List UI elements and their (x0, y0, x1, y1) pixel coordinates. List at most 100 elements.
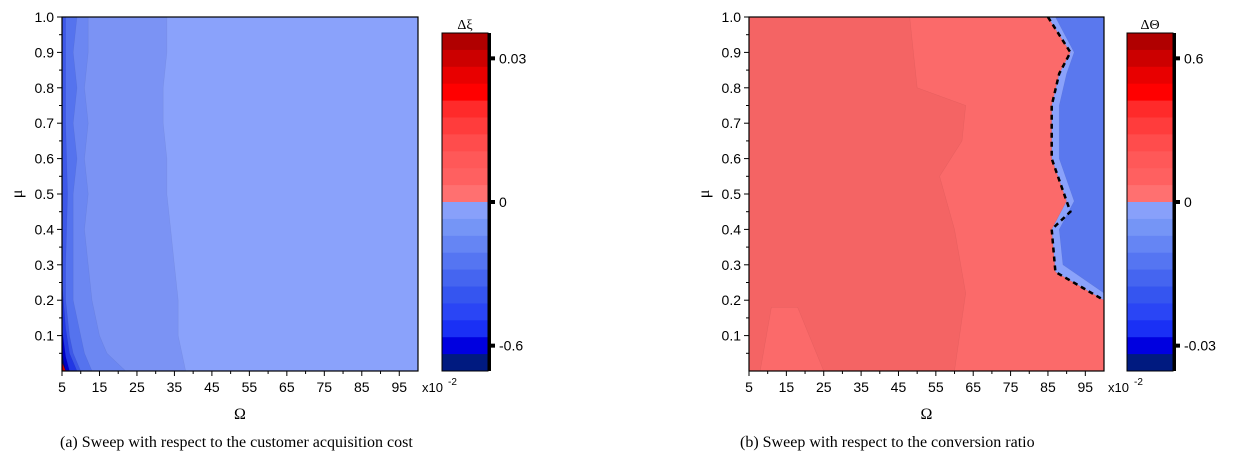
x-tick-label: 45 (891, 379, 907, 395)
contour-region-2 (62, 17, 93, 371)
contour-region-0 (62, 17, 187, 371)
y-tick-label: 0.9 (722, 44, 742, 60)
colorbar-segment (442, 151, 488, 169)
x-tick-label: 25 (129, 379, 145, 395)
colorbar-segment (442, 117, 488, 135)
colorbar-segment (442, 269, 488, 287)
x-tick-label: 35 (167, 379, 183, 395)
x-tick-label: 55 (928, 379, 944, 395)
colorbar-segment (1127, 83, 1173, 102)
colorbar-title: ΔΘ (1140, 18, 1159, 33)
colorbar-segment (1127, 286, 1173, 304)
x-multiplier-base: x10 (422, 380, 443, 395)
caption-b: (b) Sweep with respect to the conversion… (740, 434, 1035, 451)
y-tick-label: 1.0 (35, 9, 55, 25)
colorbar-segment (442, 134, 488, 152)
colorbar-tick-label: -0.6 (499, 338, 523, 354)
colorbar-tick (489, 343, 495, 348)
colorbar-segment (1127, 303, 1173, 321)
colorbar-segment (442, 286, 488, 304)
colorbar: Δξ 0.03 0 -0.6 (441, 18, 526, 372)
zero-contour-line (1046, 17, 1104, 302)
y-axis-label: μ (9, 190, 26, 199)
y-tick-label: 0.2 (35, 292, 55, 308)
colorbar-tick (1174, 56, 1180, 61)
x-multiplier-exponent: -2 (1134, 377, 1143, 388)
contour-region-5 (62, 328, 70, 371)
x-tick-label: 25 (816, 379, 832, 395)
colorbar-tick-label: 0.6 (1184, 50, 1204, 66)
colorbar-segment (1127, 252, 1173, 271)
colorbar-segment (442, 49, 488, 68)
colorbar-segment (1127, 320, 1173, 338)
colorbar: ΔΘ 0.6 0 -0.03 (1126, 18, 1216, 372)
y-tick-label: 0.6 (35, 151, 55, 167)
colorbar-segment (442, 320, 488, 338)
x-tick-label: 55 (242, 379, 258, 395)
x-tick-label: 65 (965, 379, 981, 395)
y-tick-label: 0.8 (35, 80, 55, 96)
contour-region-1 (62, 17, 127, 371)
y-tick-label: 0.1 (35, 328, 55, 344)
y-tick-label: 0.2 (722, 292, 742, 308)
colorbar-segment (442, 168, 488, 186)
colorbar-segment (442, 100, 488, 118)
x-tick-label: 35 (853, 379, 869, 395)
x-multiplier-exponent: -2 (448, 377, 457, 388)
colorbar-tick (1174, 343, 1180, 348)
colorbar-segment (442, 185, 488, 203)
colorbar-segment (442, 354, 488, 372)
colorbar-segment (1127, 235, 1173, 254)
plot-area (749, 17, 1104, 371)
x-tick-label: 65 (279, 379, 295, 395)
colorbar-segment (442, 33, 488, 51)
colorbar-segment (442, 83, 488, 102)
y-tick-label: 0.8 (722, 80, 742, 96)
colorbar-tick-label: 0.03 (499, 50, 526, 66)
caption-a: (a) Sweep with respect to the customer a… (60, 434, 413, 451)
contour-region-4 (62, 282, 78, 371)
colorbar-segment (1127, 33, 1173, 51)
colorbar-segment (1127, 354, 1173, 372)
y-tick-label: 0.5 (35, 186, 55, 202)
x-tick-label: 5 (58, 379, 66, 395)
y-axis-label: μ (696, 190, 713, 199)
colorbar-segment (1127, 151, 1173, 169)
contour-region-1 (749, 17, 967, 371)
colorbar-segment (1127, 134, 1173, 152)
contour-region-7 (62, 361, 67, 371)
colorbar-segment (1127, 337, 1173, 355)
x-tick-label: 15 (92, 379, 108, 395)
x-tick-label: 5 (745, 379, 753, 395)
x-multiplier-base: x10 (1108, 380, 1129, 395)
colorbar-tick-label: 0 (499, 194, 507, 210)
colorbar-tick (489, 56, 495, 61)
y-tick-label: 0.9 (35, 44, 55, 60)
colorbar-segment (442, 235, 488, 254)
y-tick-label: 0.3 (722, 257, 742, 273)
y-tick-label: 0.4 (722, 221, 742, 237)
colorbar-segment (1127, 218, 1173, 237)
x-tick-label: 95 (1078, 379, 1094, 395)
y-tick-label: 0.6 (722, 151, 742, 167)
panel-a-heatmap: 5 15 25 35 45 55 65 75 85 95 0.1 0.2 0.3 0.4 0.5 0.6 0.7… (9, 9, 526, 423)
colorbar-segment (1127, 269, 1173, 287)
colorbar-segment (442, 218, 488, 237)
x-axis-label: Ω (234, 406, 246, 423)
colorbar-segment (442, 337, 488, 355)
x-tick-label: 75 (317, 379, 333, 395)
y-tick-label: 1.0 (722, 9, 742, 25)
x-tick-label: 75 (1003, 379, 1019, 395)
contour-region-3 (1055, 17, 1104, 294)
colorbar-tick (1174, 200, 1180, 204)
colorbar-segment (1127, 117, 1173, 135)
y-tick-label: 0.3 (35, 257, 55, 273)
y-tick-label: 0.7 (722, 115, 742, 131)
y-tick-label: 0.5 (722, 186, 742, 202)
colorbar-tick-label: 0 (1184, 194, 1192, 210)
x-tick-label: 95 (391, 379, 407, 395)
plot-area (62, 17, 418, 371)
colorbar-title: Δξ (457, 18, 472, 33)
colorbar-segment (442, 202, 488, 220)
